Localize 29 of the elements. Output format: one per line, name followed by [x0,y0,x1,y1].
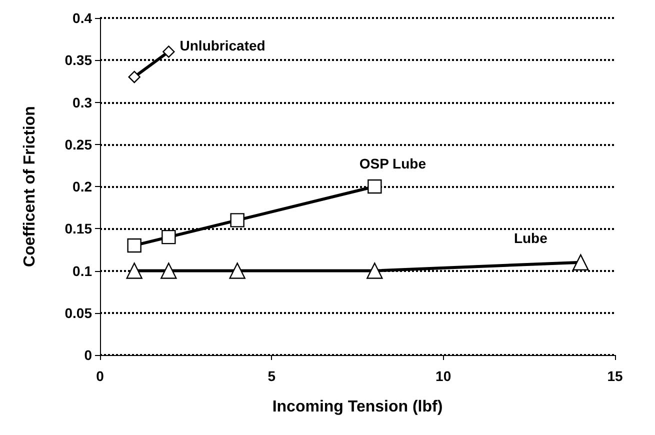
y-tick-label: 0.35 [64,52,92,68]
point [572,254,589,270]
point [127,238,142,253]
x-tick-label: 5 [268,368,276,384]
y-tick-label: 0.2 [72,178,92,194]
point [162,230,176,244]
y-tick-label: 0.3 [72,94,92,110]
point [230,213,244,228]
point [162,46,175,58]
y-tick-label: 0.1 [72,262,92,279]
point [229,262,246,279]
y-tick-label: 0.4 [72,10,92,26]
y-axis-title: Coefficent of Friction [22,106,38,267]
x-axis-title: Incoming Tension (lbf) [272,398,443,416]
x-tick-label: 0 [96,368,104,384]
point [368,179,382,194]
point [126,262,142,279]
y-tick-label: 0.15 [64,220,92,237]
y-tick-label: 0.25 [64,136,92,152]
y-tick-label: 0 [84,347,92,363]
series-label: Lube [514,230,548,246]
x-tick-label: 10 [436,368,452,384]
point [366,262,383,279]
y-tick-label: 0.05 [64,304,92,321]
series-label: Unlubricated [180,38,266,54]
point [128,70,140,84]
x-tick-label: 15 [607,368,623,384]
point [160,262,177,279]
series-label: OSP Lube [359,155,426,172]
